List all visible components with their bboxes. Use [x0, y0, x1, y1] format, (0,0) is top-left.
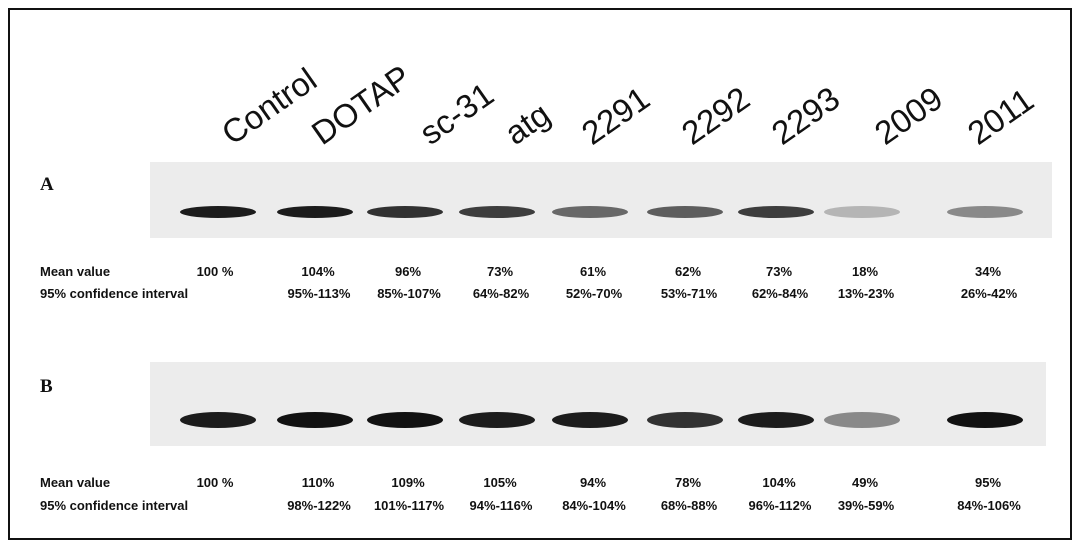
band	[277, 206, 353, 218]
band	[738, 206, 814, 218]
ci-value: 94%-116%	[470, 498, 533, 513]
band	[180, 412, 256, 428]
ci-value: 39%-59%	[838, 498, 895, 513]
ci-value: 84%-104%	[562, 498, 626, 513]
mean-value: 73%	[766, 264, 792, 279]
row-label: Mean value	[40, 264, 110, 279]
mean-value: 100 %	[197, 264, 234, 279]
band	[367, 206, 443, 218]
ci-value: 52%-70%	[566, 286, 623, 301]
band	[947, 412, 1023, 428]
band	[552, 206, 628, 218]
ci-value: 98%-122%	[287, 498, 351, 513]
band	[552, 412, 628, 428]
mean-value: 104%	[301, 264, 335, 279]
ci-value: 101%-117%	[374, 498, 445, 513]
panel-label: A	[40, 174, 54, 195]
figure: ControlDOTAPsc-31atg22912292229320092011…	[0, 0, 1080, 547]
row-label: 95% confidence interval	[40, 286, 188, 301]
band	[647, 412, 723, 428]
mean-value: 110%	[302, 475, 335, 490]
mean-value: 73%	[487, 264, 513, 279]
mean-value: 18%	[852, 264, 878, 279]
band	[824, 412, 900, 428]
ci-value: 62%-84%	[752, 286, 809, 301]
ci-value: 85%-107%	[377, 286, 441, 301]
mean-value: 49%	[852, 475, 878, 490]
ci-value: 26%-42%	[961, 286, 1018, 301]
band	[738, 412, 814, 428]
blot-b	[150, 362, 1046, 446]
band	[277, 412, 353, 428]
mean-value: 94%	[580, 475, 606, 490]
mean-value: 105%	[483, 475, 517, 490]
band	[367, 412, 443, 428]
mean-value: 61%	[580, 264, 606, 279]
band	[824, 206, 900, 218]
ci-value: 68%-88%	[661, 498, 718, 513]
ci-value: 64%-82%	[473, 286, 530, 301]
blot-a	[150, 162, 1052, 238]
ci-value: 53%-71%	[661, 286, 718, 301]
ci-value: 13%-23%	[838, 286, 895, 301]
mean-value: 100 %	[197, 475, 234, 490]
band	[180, 206, 256, 218]
mean-value: 78%	[675, 475, 701, 490]
row-label: 95% confidence interval	[40, 498, 188, 513]
ci-value: 96%-112%	[749, 498, 812, 513]
frame	[9, 9, 1071, 539]
band	[647, 206, 723, 218]
mean-value: 95%	[975, 475, 1001, 490]
mean-value: 96%	[395, 264, 421, 279]
mean-value: 104%	[762, 475, 796, 490]
ci-value: 95%-113%	[288, 286, 351, 301]
mean-value: 109%	[391, 475, 425, 490]
row-label: Mean value	[40, 475, 110, 490]
ci-value: 84%-106%	[957, 498, 1021, 513]
band	[459, 206, 535, 218]
band	[459, 412, 535, 428]
mean-value: 34%	[975, 264, 1001, 279]
panel-label: B	[40, 376, 53, 397]
band	[947, 206, 1023, 218]
mean-value: 62%	[675, 264, 701, 279]
